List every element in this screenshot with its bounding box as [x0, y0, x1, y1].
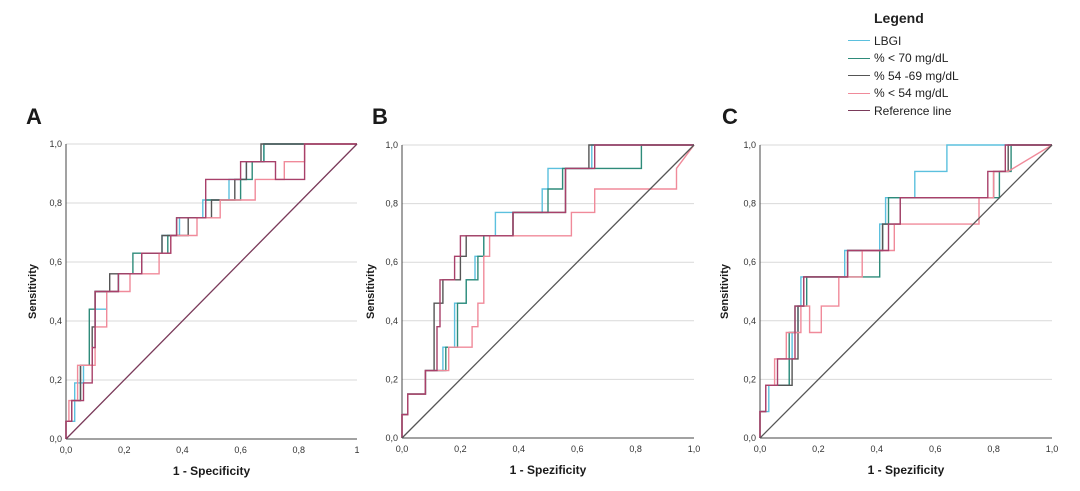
x-axis-title: 1 - Spezificity	[868, 463, 945, 477]
roc-curve-series	[401, 144, 694, 438]
legend-label: Reference line	[874, 103, 952, 118]
x-tick-label: 0,0	[754, 444, 767, 454]
y-tick-label: 0,0	[385, 433, 398, 443]
roc-curve-series	[759, 144, 1053, 438]
reference-line	[401, 144, 695, 439]
legend: Legend LBGI % < 70 mg/dL % 54 -69 mg/dL % <…	[848, 10, 1008, 120]
y-tick-label: 0,8	[49, 198, 62, 208]
x-tick-label: 0,8	[629, 444, 642, 454]
y-tick-label: 0,8	[385, 199, 398, 209]
legend-items: LBGI % < 70 mg/dL % 54 -69 mg/dL % < 54 mg/…	[848, 32, 1008, 120]
reference-line	[65, 143, 358, 440]
x-tick-label: 0,2	[118, 445, 131, 455]
reference-line	[759, 144, 1053, 439]
panel-letter: C	[722, 104, 738, 129]
x-tick-label: 0,0	[60, 445, 73, 455]
y-axis-title: Sensitivity	[27, 263, 39, 319]
legend-swatch	[848, 75, 870, 77]
x-axis-title: 1 - Spezificity	[510, 463, 587, 477]
legend-swatch	[848, 40, 870, 42]
x-tick-label: 0,6	[929, 444, 942, 454]
y-tick-label: 0,2	[49, 375, 62, 385]
legend-label: % < 54 mg/dL	[874, 86, 949, 101]
roc-panel-b: B 0,0 0,2 0,4 0,6 0,8 1,0 0,0 0,2 0,4 0,6 0,8 1,0 1 -…	[365, 104, 700, 477]
x-axis-title: 1 - Specificity	[173, 464, 251, 478]
x-tick-label: 0,8	[987, 444, 1000, 454]
legend-item: Reference line	[848, 102, 1008, 120]
y-axis-title: Sensitivity	[365, 263, 377, 319]
legend-item: % < 70 mg/dL	[848, 50, 1008, 68]
legend-swatch	[848, 110, 870, 112]
y-tick-label: 0,6	[49, 257, 62, 267]
y-tick-label: 1,0	[49, 139, 62, 149]
legend-item: % 54 -69 mg/dL	[848, 67, 1008, 85]
x-tick-label: 1,0	[688, 444, 701, 454]
y-tick-label: 0,4	[49, 316, 62, 326]
panel-letter: B	[372, 104, 388, 129]
legend-label: % < 70 mg/dL	[874, 51, 949, 66]
y-tick-label: 0,0	[743, 433, 756, 443]
legend-label: LBGI	[874, 33, 902, 48]
x-tick-label: 0,2	[454, 444, 467, 454]
legend-swatch	[848, 92, 870, 94]
roc-panel-c: C 0,0 0,2 0,4 0,6 0,8 1,0 0,0 0,2 0,4 0,6 0,8 1,0 1 -…	[719, 104, 1058, 477]
x-tick-label: 1	[354, 445, 359, 455]
x-tick-label: 0,0	[396, 444, 409, 454]
legend-title: Legend	[874, 10, 924, 26]
x-tick-label: 0,4	[513, 444, 526, 454]
legend-label: % 54 -69 mg/dL	[874, 68, 959, 83]
y-tick-label: 0,6	[743, 257, 756, 267]
legend-swatch	[848, 57, 870, 59]
x-tick-label: 0,4	[871, 444, 884, 454]
x-tick-label: 1,0	[1046, 444, 1059, 454]
y-tick-label: 0,4	[743, 316, 756, 326]
y-axis-title: Sensitivity	[719, 263, 731, 319]
x-tick-label: 0,6	[234, 445, 247, 455]
x-tick-label: 0,6	[571, 444, 584, 454]
y-tick-label: 0,8	[743, 199, 756, 209]
legend-item: % < 54 mg/dL	[848, 85, 1008, 103]
roc-curve-series	[65, 143, 357, 439]
roc-curve-series	[759, 144, 1052, 438]
y-tick-label: 0,2	[743, 374, 756, 384]
x-tick-label: 0,4	[176, 445, 189, 455]
y-tick-label: 0,6	[385, 257, 398, 267]
x-tick-label: 0,2	[812, 444, 825, 454]
y-tick-label: 0,4	[385, 316, 398, 326]
y-tick-label: 1,0	[385, 140, 398, 150]
panel-letter: A	[26, 104, 42, 129]
roc-panel-a: A 0,0 0,2 0,4 0,6 0,8 1,0 0,0 0,2 0,4 0,6 0,8 1 1 - S…	[26, 104, 360, 478]
y-tick-label: 0,0	[49, 434, 62, 444]
y-tick-label: 1,0	[743, 140, 756, 150]
legend-item: LBGI	[848, 32, 1008, 50]
x-tick-label: 0,8	[293, 445, 306, 455]
y-tick-label: 0,2	[385, 374, 398, 384]
